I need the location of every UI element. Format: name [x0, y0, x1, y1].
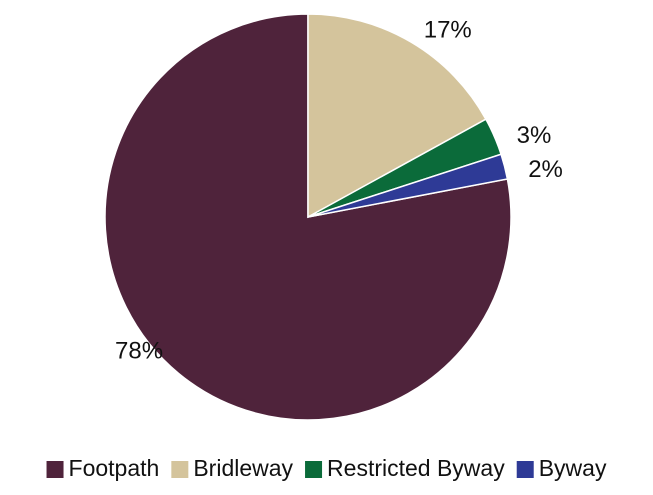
pie-slice	[307, 153, 509, 218]
legend-swatch	[516, 461, 534, 478]
legend-swatch	[305, 461, 323, 478]
data-label: 3%	[517, 122, 552, 149]
legend-label: Bridleway	[193, 455, 293, 481]
legend-label: Footpath	[69, 455, 160, 481]
pie-slice	[307, 13, 487, 219]
legend-swatch	[171, 461, 189, 478]
legend-label: Restricted Byway	[327, 455, 505, 481]
data-label: 78%	[115, 338, 163, 365]
legend-label: Byway	[539, 455, 607, 481]
legend-swatch	[46, 461, 64, 478]
data-label: 2%	[528, 156, 563, 183]
data-label: 17%	[424, 17, 472, 44]
